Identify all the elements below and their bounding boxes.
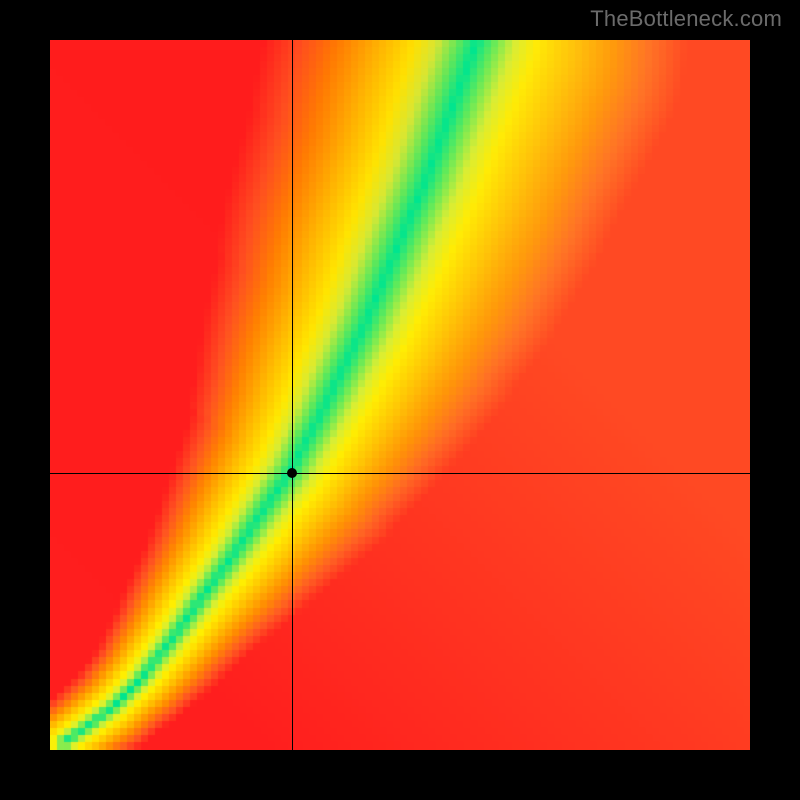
- heatmap-canvas: [50, 40, 750, 750]
- heatmap-plot: [50, 40, 750, 750]
- watermark-text: TheBottleneck.com: [590, 6, 782, 32]
